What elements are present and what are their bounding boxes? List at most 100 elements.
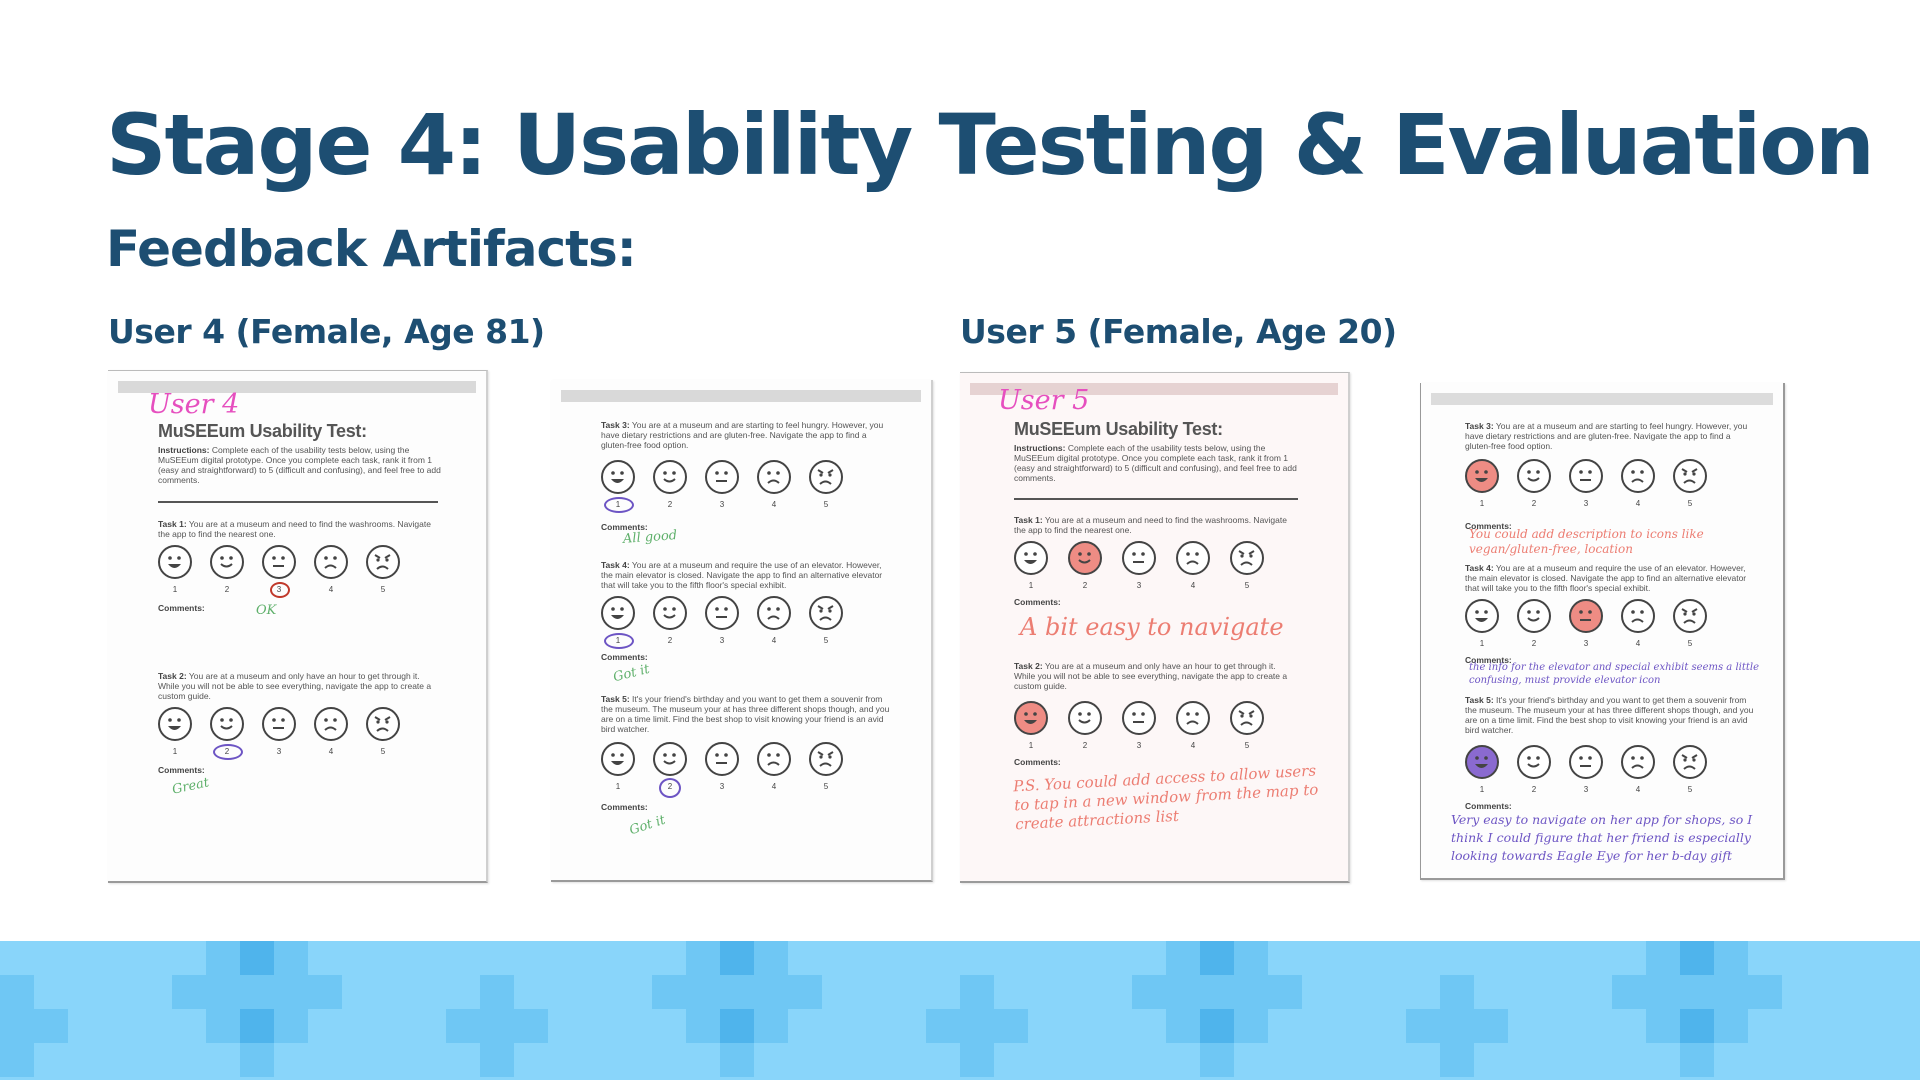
face-3-icon (1569, 745, 1603, 779)
face-5-icon (1673, 459, 1707, 493)
form-title: MuSEEum Usability Test: (158, 421, 367, 441)
handwritten-user-label: User 5 (998, 385, 1090, 416)
face-1-icon (601, 460, 635, 494)
face-4-icon (1621, 745, 1655, 779)
user-4-form-page-1: User 4 MuSEEum Usability Test: Instructi… (108, 370, 488, 883)
face-5-icon (809, 596, 843, 630)
divider (158, 501, 438, 503)
face-5-icon (366, 707, 400, 741)
sheet-header-bar (561, 390, 921, 402)
task-4-text: Task 4: You are at a museum and require … (1465, 563, 1747, 593)
rating-scale-task-4: 1 2 3 4 5 (601, 596, 861, 656)
face-4-icon (1176, 701, 1210, 735)
handwritten-comment-task-1: OK (256, 603, 277, 618)
task-5-text: Task 5: It's your friend's birthday and … (601, 694, 890, 734)
face-4-icon (757, 596, 791, 630)
slide-subtitle: Feedback Artifacts: (106, 220, 637, 278)
task-3-text: Task 3: You are at a museum and are star… (601, 420, 884, 450)
face-4-icon (314, 545, 348, 579)
sheet-header-bar (118, 381, 476, 393)
comments-label: Comments: (601, 802, 648, 812)
face-2-icon (653, 460, 687, 494)
face-4-icon (1621, 459, 1655, 493)
face-2-icon (1517, 599, 1551, 633)
face-5-icon (1673, 599, 1707, 633)
divider (1014, 498, 1298, 500)
user-4-form-page-2: Task 3: You are at a museum and are star… (551, 380, 933, 882)
face-4-icon (757, 742, 791, 776)
task-2-text: Task 2: You are at a museum and only hav… (1014, 661, 1288, 691)
comments-label: Comments: (1465, 655, 1512, 665)
comments-label: Comments: (1465, 801, 1512, 811)
rating-scale-task-2: 1 2 3 4 5 (158, 707, 418, 767)
task-2-text: Task 2: You are at a museum and only hav… (158, 671, 432, 701)
comments-label: Comments: (601, 652, 648, 662)
face-2-icon (1517, 459, 1551, 493)
task-1-text: Task 1: You are at a museum and need to … (1014, 515, 1287, 535)
face-5-icon (1673, 745, 1707, 779)
rating-scale-task-3: 1 2 3 4 5 (1465, 459, 1725, 519)
face-1-icon (601, 742, 635, 776)
task-4-text: Task 4: You are at a museum and require … (601, 560, 883, 590)
handwritten-comment-task-5: Got it (627, 812, 668, 839)
slide-title: Stage 4: Usability Testing & Evaluation (106, 96, 1875, 194)
face-1-icon (1465, 459, 1499, 493)
handwritten-comment-task-2: P.S. You could add access to allow users… (1012, 761, 1319, 834)
face-5-icon (809, 460, 843, 494)
face-5-icon (1230, 701, 1264, 735)
selected-rating-mark (270, 582, 290, 598)
face-2-icon (1517, 745, 1551, 779)
handwritten-comment-task-5: Very easy to navigate on her app for sho… (1451, 812, 1753, 863)
face-3-icon (705, 742, 739, 776)
form-instructions: Instructions: Complete each of the usabi… (158, 445, 441, 485)
face-3-icon (1569, 459, 1603, 493)
handwritten-comment-task-4: Got it (611, 661, 652, 686)
rating-scale-task-4: 1 2 3 4 5 (1465, 599, 1725, 659)
face-1-icon (1014, 701, 1048, 735)
face-4-icon (1176, 541, 1210, 575)
face-1-icon (158, 707, 192, 741)
face-3-icon (1122, 541, 1156, 575)
decorative-pixel-band (0, 941, 1920, 1080)
face-2-icon (653, 596, 687, 630)
comments-label: Comments: (1014, 757, 1061, 767)
face-5-icon (366, 545, 400, 579)
task-3-text: Task 3: You are at a museum and are star… (1465, 421, 1748, 451)
user-5-heading: User 5 (Female, Age 20) (960, 312, 1397, 351)
sheet-header-bar (970, 383, 1338, 395)
face-3-icon (262, 707, 296, 741)
rating-scale-task-1: 1 2 3 4 5 (1014, 541, 1284, 601)
form-instructions: Instructions: Complete each of the usabi… (1014, 443, 1297, 483)
face-1-icon (1014, 541, 1048, 575)
selected-rating-mark (604, 497, 634, 513)
handwritten-comment-task-3: All good (622, 528, 678, 547)
rating-scale-task-5: 1 2 3 4 5 (601, 742, 861, 802)
face-4-icon (314, 707, 348, 741)
face-1-icon (601, 596, 635, 630)
rating-scale-task-5: 1 2 3 4 5 (1465, 745, 1725, 805)
selected-rating-mark (659, 778, 681, 798)
face-3-icon (262, 545, 296, 579)
comments-label: Comments: (158, 603, 205, 613)
face-1-icon (1465, 599, 1499, 633)
comments-label: Comments: (601, 522, 648, 532)
selected-rating-mark (213, 744, 243, 760)
rating-scale-task-2: 1 2 3 4 5 (1014, 701, 1284, 761)
face-4-icon (757, 460, 791, 494)
user-5-form-page-1: User 5 MuSEEum Usability Test: Instructi… (960, 372, 1350, 883)
face-2-icon (210, 707, 244, 741)
comments-label: Comments: (1014, 597, 1061, 607)
selected-rating-mark (604, 633, 634, 649)
task-1-text: Task 1: You are at a museum and need to … (158, 519, 431, 539)
handwritten-user-label: User 4 (148, 389, 240, 420)
handwritten-comment-task-2: Great (170, 775, 211, 798)
face-2-icon (653, 742, 687, 776)
face-3-icon (1569, 599, 1603, 633)
face-2-icon (210, 545, 244, 579)
rating-scale-task-1: 1 2 3 4 5 (158, 545, 418, 605)
form-title: MuSEEum Usability Test: (1014, 419, 1223, 439)
face-3-icon (1122, 701, 1156, 735)
task-5-text: Task 5: It's your friend's birthday and … (1465, 695, 1754, 735)
face-2-icon (1068, 541, 1102, 575)
rating-scale-task-3: 1 2 3 4 5 (601, 460, 861, 520)
